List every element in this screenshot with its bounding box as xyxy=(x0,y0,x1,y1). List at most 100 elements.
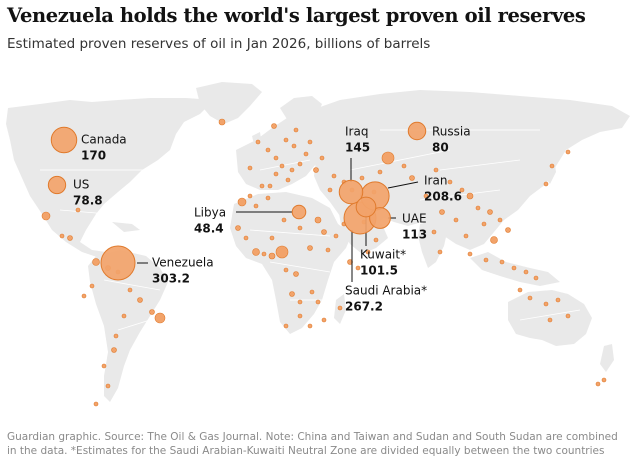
reserve-bubble xyxy=(505,227,511,233)
country-borders xyxy=(40,129,581,331)
reserve-bubble xyxy=(543,301,549,307)
label-value-libya: 48.4 xyxy=(194,222,224,236)
reserve-bubble xyxy=(111,347,117,353)
reserve-bubble xyxy=(549,163,555,169)
reserve-bubble xyxy=(453,217,459,223)
reserve-bubble xyxy=(565,313,571,319)
border-line-12 xyxy=(519,309,581,321)
reserve-bubble xyxy=(297,299,303,305)
land-africa xyxy=(230,192,352,334)
label-country-kuwait: Kuwait* xyxy=(360,248,406,262)
small-reserve-bubbles xyxy=(41,118,607,407)
reserve-bubble xyxy=(105,383,111,389)
reserve-bubble xyxy=(517,287,523,293)
reserve-bubble xyxy=(297,161,303,167)
bubble-us xyxy=(47,175,67,195)
reserve-bubble xyxy=(137,297,143,303)
reserve-bubble xyxy=(431,229,437,235)
reserve-bubble xyxy=(365,249,371,255)
reserve-bubble xyxy=(447,179,453,185)
reserve-bubble xyxy=(547,317,553,323)
bubble-russia xyxy=(407,121,427,141)
reserve-bubble xyxy=(497,217,503,223)
reserve-bubble xyxy=(437,249,443,255)
bubble-libya xyxy=(291,204,307,220)
label-country-iraq: Iraq xyxy=(345,125,368,139)
reserve-bubble xyxy=(527,295,533,301)
chart-title: Venezuela holds the world's largest prov… xyxy=(7,4,586,27)
reserve-bubble xyxy=(285,177,291,183)
source-note-line-1: Guardian graphic. Source: The Oil & Gas … xyxy=(7,431,618,443)
label-value-kuwait: 101.5 xyxy=(360,264,398,278)
reserve-bubble xyxy=(243,235,249,241)
reserve-bubble xyxy=(475,205,481,211)
country-labels: Canada 170 US 78.8 Venezuela 303.2 Libya 48.4 Ir… xyxy=(73,125,471,314)
label-country-saudi-arabia: Saudi Arabia* xyxy=(345,284,427,298)
reserve-bubble xyxy=(321,229,327,235)
reserve-bubble xyxy=(253,203,259,209)
reserve-bubble xyxy=(423,193,429,199)
label-country-venezuela: Venezuela xyxy=(152,256,214,270)
source-note-line-2: in the data. *Estimates for the Saudi Ar… xyxy=(7,445,605,457)
reserve-bubble xyxy=(67,235,73,241)
reserve-bubble xyxy=(533,275,539,281)
reserve-bubble xyxy=(359,175,365,181)
reserve-bubble xyxy=(247,165,253,171)
reserve-bubble xyxy=(289,167,295,173)
reserve-bubble xyxy=(293,127,299,133)
reserve-bubble xyxy=(121,313,127,319)
reserve-bubble xyxy=(289,291,295,297)
label-value-iran: 208.6 xyxy=(424,190,462,204)
reserve-bubble xyxy=(466,192,474,200)
land-greenland xyxy=(196,82,262,124)
reserve-bubble xyxy=(433,167,439,173)
reserve-bubble xyxy=(490,236,498,244)
label-country-us: US xyxy=(73,178,89,192)
reserve-bubble xyxy=(303,151,309,157)
reserve-bubble xyxy=(273,171,279,177)
reserve-bubble xyxy=(409,175,415,181)
label-value-canada: 170 xyxy=(81,149,106,163)
border-line-11 xyxy=(259,159,311,171)
labelled-reserve-bubbles xyxy=(47,121,427,281)
reserve-bubble xyxy=(89,283,95,289)
reserve-bubble xyxy=(313,167,319,173)
reserve-bubble xyxy=(149,309,155,315)
reserve-bubble xyxy=(283,267,289,273)
reserve-bubble xyxy=(333,233,339,239)
reserve-bubble xyxy=(127,287,133,293)
label-value-saudi-arabia: 267.2 xyxy=(345,300,383,314)
reserve-bubble xyxy=(268,252,276,260)
reserve-bubble xyxy=(555,297,561,303)
label-value-uae: 113 xyxy=(402,228,427,242)
border-line-8 xyxy=(419,189,501,201)
reserve-bubble xyxy=(265,195,271,201)
land-europe xyxy=(236,116,320,190)
reserve-bubble xyxy=(463,233,469,239)
reserve-bubble xyxy=(565,149,571,155)
reserve-bubble xyxy=(319,155,325,161)
label-country-russia: Russia xyxy=(432,125,471,139)
leader-line-iran xyxy=(387,181,419,189)
reserve-bubble xyxy=(75,207,81,213)
reserve-bubble xyxy=(283,323,289,329)
reserve-bubble xyxy=(297,225,303,231)
reserve-bubble xyxy=(259,183,265,189)
label-country-canada: Canada xyxy=(81,133,127,147)
reserve-bubble xyxy=(381,151,395,165)
reserve-bubble xyxy=(314,216,322,224)
reserve-bubble xyxy=(483,257,489,263)
label-value-russia: 80 xyxy=(432,141,449,155)
reserve-bubble xyxy=(327,187,333,193)
border-line-3 xyxy=(117,319,151,331)
source-note: Guardian graphic. Source: The Oil & Gas … xyxy=(7,430,631,458)
border-line-7 xyxy=(349,149,451,171)
reserve-bubble xyxy=(247,193,253,199)
reserve-bubble xyxy=(499,259,505,265)
reserve-bubble xyxy=(487,209,493,215)
reserve-bubble xyxy=(307,139,313,145)
reserve-bubble xyxy=(218,118,226,126)
reserve-bubble xyxy=(93,401,99,407)
reserve-bubble xyxy=(273,155,279,161)
reserve-bubble xyxy=(511,265,517,271)
